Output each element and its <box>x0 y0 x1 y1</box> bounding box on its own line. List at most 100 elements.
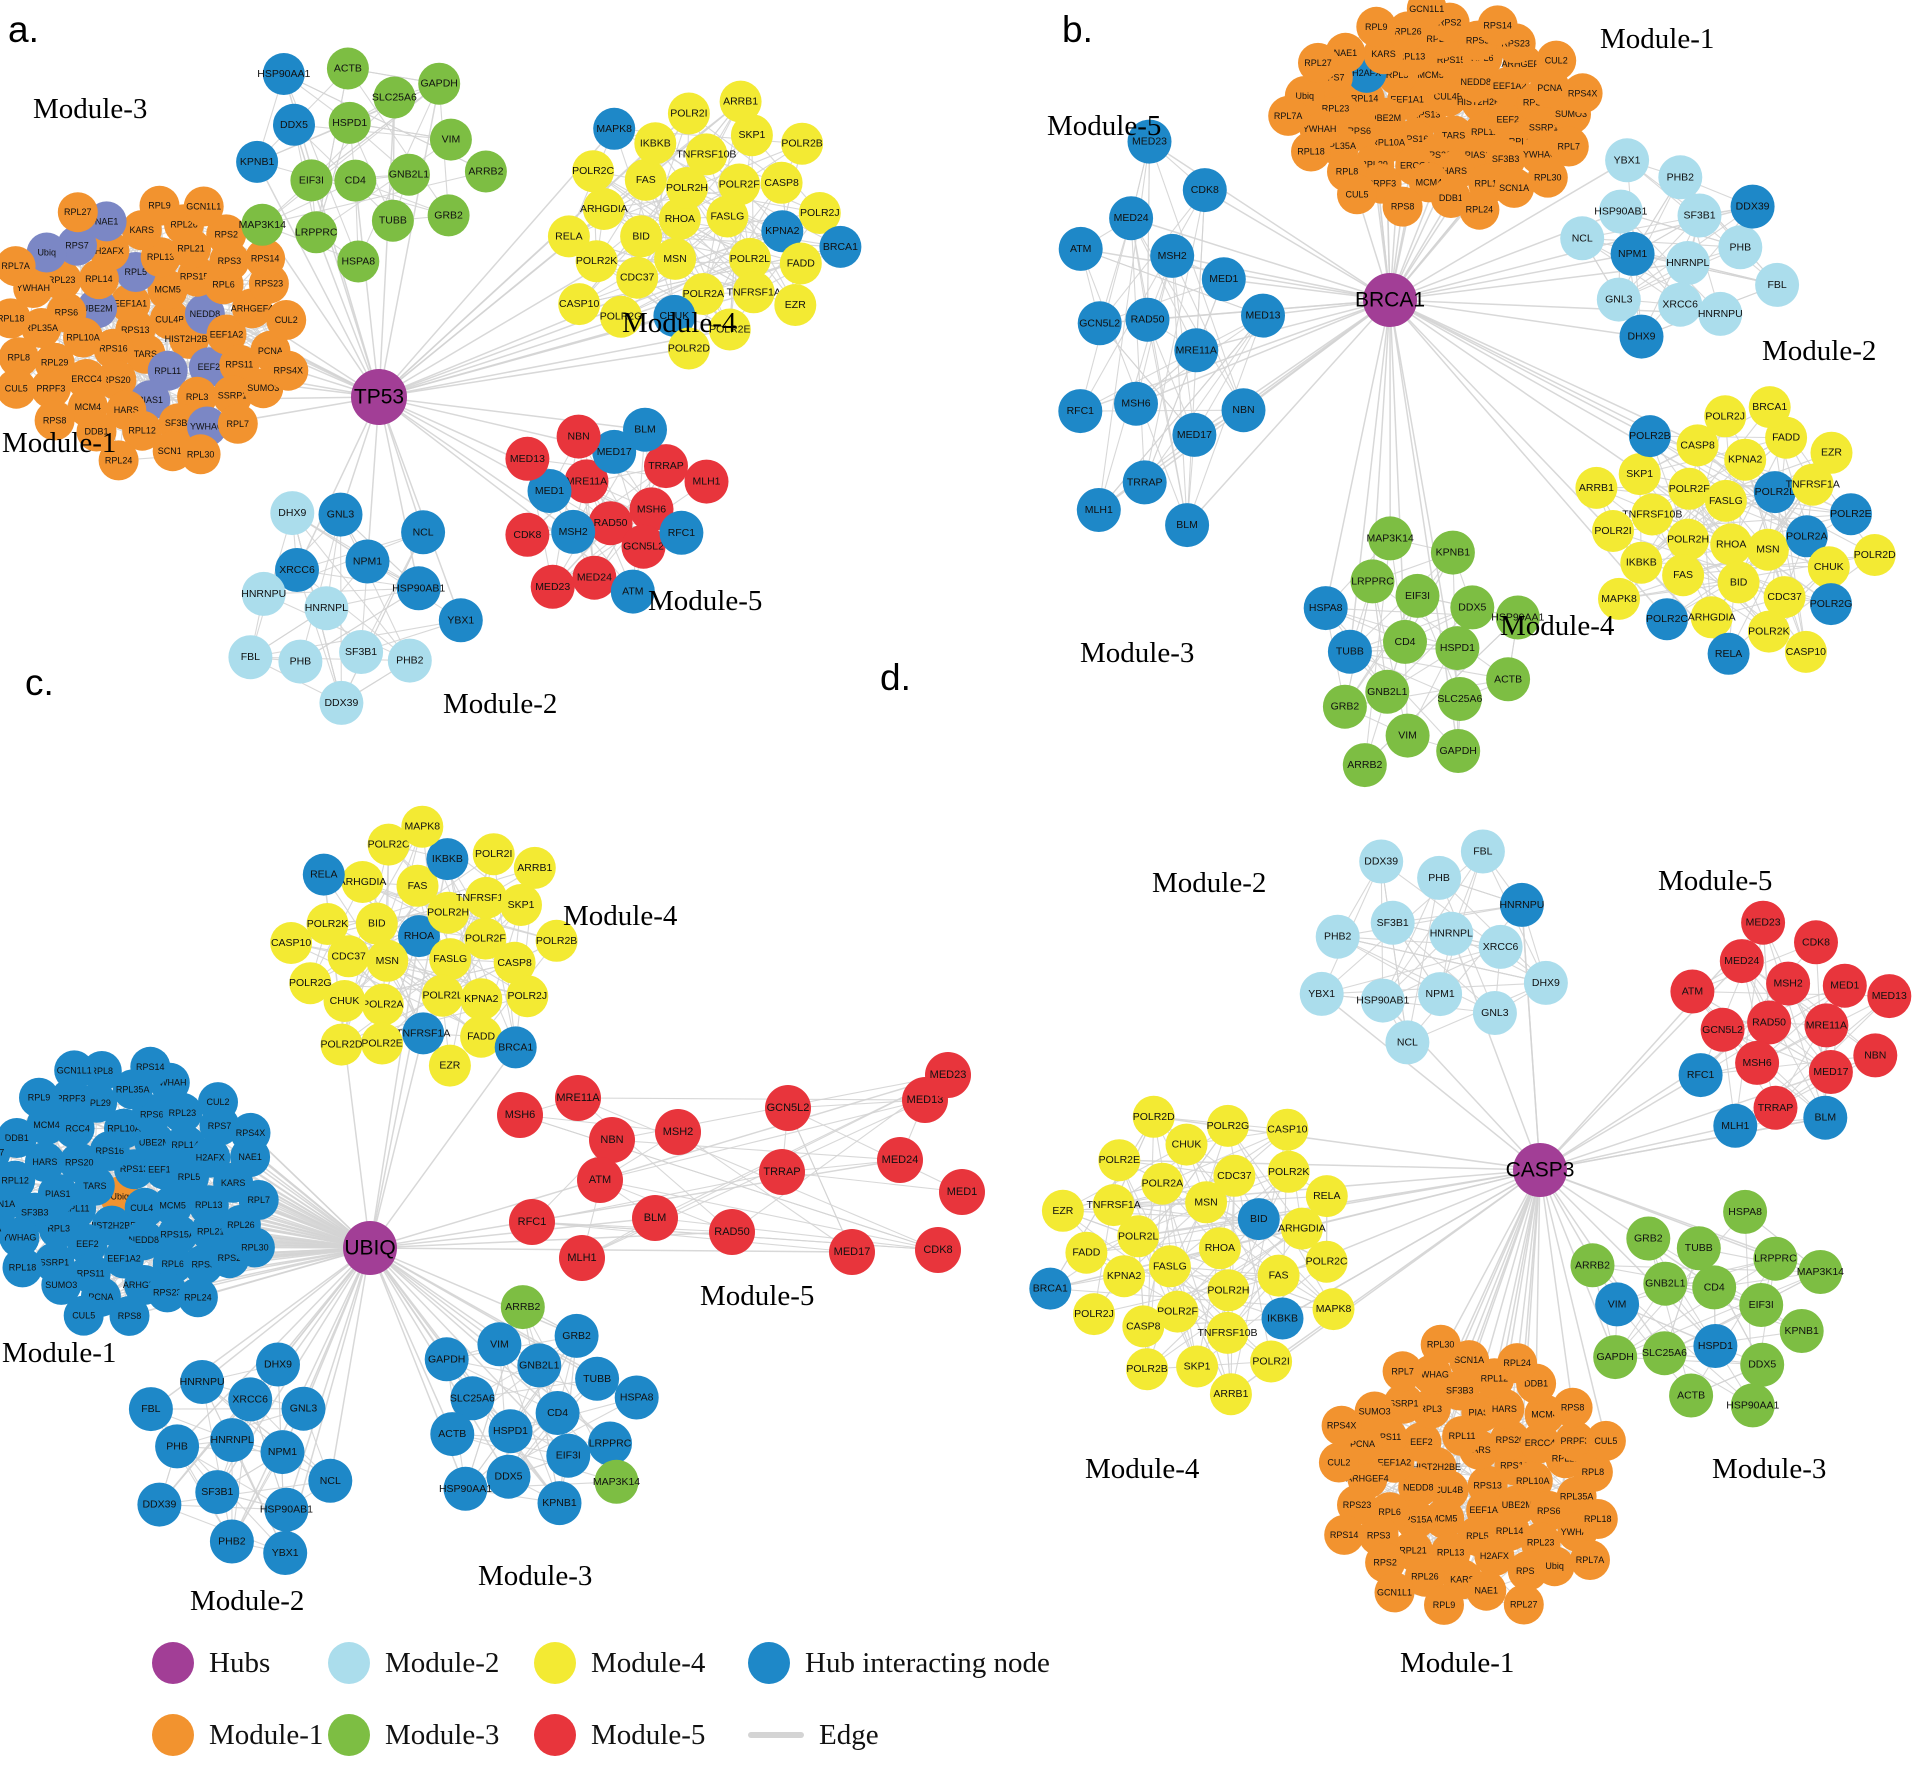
gene-node-polr2f <box>718 163 761 206</box>
gene-node-hnrnpl <box>304 586 349 631</box>
gene-node-mlh1 <box>684 459 729 504</box>
gene-node-rela <box>1305 1175 1348 1218</box>
gene-node-msh2 <box>551 509 596 554</box>
gene-node-mapk8 <box>1312 1288 1355 1331</box>
gene-node-rpl24 <box>1459 189 1500 230</box>
gene-node-polr2f <box>1668 467 1711 510</box>
gene-node-rpl24 <box>98 440 139 481</box>
gene-node-arrb1 <box>513 846 556 889</box>
gene-node-arrb1 <box>719 80 762 123</box>
gene-node-brca1 <box>1029 1267 1072 1310</box>
gene-node-polr2h <box>1667 518 1710 561</box>
gene-node-nbn <box>1221 388 1266 433</box>
edge <box>1450 933 1541 1171</box>
edge <box>369 1247 561 1504</box>
gene-node-hspa8 <box>337 240 380 283</box>
module-label-module-2: Module-2 <box>1762 335 1876 367</box>
edge <box>1219 1169 1541 1249</box>
gene-node-hsp90aa1 <box>1495 595 1540 640</box>
gene-node-gcn1l1 <box>1374 1572 1415 1613</box>
edge <box>787 1107 963 1193</box>
legend-item-edge: Edge <box>748 1719 1050 1752</box>
gene-node-rpl30 <box>234 1227 275 1268</box>
edge <box>1153 1116 1221 1249</box>
gene-node-skp1 <box>1618 453 1661 496</box>
gene-node-polr2b <box>1126 1348 1169 1391</box>
gene-node-npm1 <box>345 539 390 584</box>
legend-label: Module-5 <box>591 1718 706 1751</box>
gene-node-npm1 <box>1418 972 1463 1017</box>
edge <box>378 347 690 398</box>
gene-node-ncl <box>1560 216 1605 261</box>
gene-node-rpl26 <box>1404 1556 1445 1597</box>
edge <box>1196 1175 1235 1367</box>
module-label-module-3: Module-3 <box>478 1560 592 1592</box>
gene-node-slc25a6 <box>373 76 416 119</box>
gene-node-grb2 <box>1322 684 1367 729</box>
gene-node-polr2a <box>1141 1162 1184 1205</box>
edge <box>1321 993 1541 1171</box>
edge <box>1493 1169 1541 1379</box>
edge <box>315 232 380 398</box>
gene-node-gcn5l2 <box>1700 1007 1745 1052</box>
gene-node-chuk <box>1165 1123 1208 1166</box>
gene-node-rpl7a <box>1570 1540 1610 1580</box>
gene-node-cdk8 <box>505 512 550 557</box>
gene-node-polr2e <box>361 1022 404 1065</box>
gene-node-rps4x <box>1321 1405 1362 1446</box>
edge <box>369 1231 733 1249</box>
gene-node-rpl30 <box>180 434 221 475</box>
edge <box>1080 248 1264 317</box>
gene-node-rps20 <box>59 1142 100 1183</box>
gene-node-sf3b1 <box>339 630 384 674</box>
legend-item-module2: Module-2 <box>328 1642 534 1684</box>
edge <box>1172 255 1391 301</box>
gene-node-cdc37 <box>616 256 659 299</box>
gene-node-slc25a6 <box>1437 677 1482 721</box>
gene-node-casp10 <box>270 922 313 964</box>
edge <box>1406 877 1440 1043</box>
edge <box>1144 279 1225 483</box>
gene-node-mcm5 <box>1424 1498 1465 1539</box>
gene-node-faslg <box>1148 1245 1191 1288</box>
edge <box>1744 459 1786 598</box>
edge <box>1080 315 1264 412</box>
gene-node-scn1a <box>0 1184 21 1225</box>
gene-node-rps4x <box>1562 73 1603 114</box>
gene-node-gcn5l2 <box>765 1085 811 1131</box>
gene-node-rpl8 <box>0 337 39 378</box>
gene-node-eef1a2 <box>206 314 247 355</box>
gene-node-med17 <box>1808 1050 1853 1094</box>
edge <box>654 1217 939 1251</box>
module-label-module-1: Module-1 <box>2 1337 116 1369</box>
gene-node-gcn5l2 <box>621 524 666 569</box>
edge <box>1640 459 1746 564</box>
gene-node-hsp90aa1 <box>262 53 305 95</box>
gene-node-gnl3 <box>318 492 363 537</box>
edge <box>311 83 440 181</box>
gene-node-fadd <box>460 1015 503 1058</box>
hub-label: CASP3 <box>1506 1159 1575 1182</box>
gene-node-ddx39 <box>137 1482 182 1527</box>
edge <box>378 396 646 431</box>
gene-node-cdk8 <box>1182 168 1227 213</box>
edge <box>577 1097 939 1251</box>
gene-node-cul5 <box>63 1295 104 1336</box>
gene-node-polr2h <box>666 167 708 209</box>
edge <box>347 68 450 216</box>
edge <box>1099 322 1195 436</box>
edge <box>599 1179 939 1251</box>
gene-node-rhoa <box>1710 523 1753 566</box>
gene-node-rps23 <box>147 1272 188 1313</box>
module-label-module-3: Module-3 <box>1080 637 1194 669</box>
gene-node-map3k14 <box>241 203 284 246</box>
gene-node-med23 <box>1741 900 1786 945</box>
gene-node-cdk8 <box>915 1227 961 1273</box>
legend-label: Hubs <box>209 1646 271 1679</box>
gene-node-brca1 <box>819 225 862 268</box>
edge <box>1337 936 1547 984</box>
gene-node-blm <box>1165 503 1210 548</box>
gene-node-phb2 <box>209 1519 254 1564</box>
edge <box>340 532 424 704</box>
